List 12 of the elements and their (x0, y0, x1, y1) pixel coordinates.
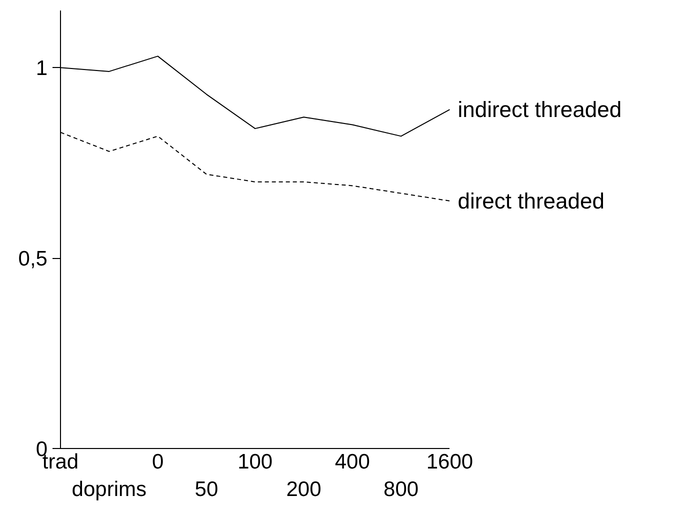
x-tick-label: 200 (286, 478, 322, 502)
x-tick-label: 1600 (426, 450, 474, 474)
series-label: indirect threaded (458, 97, 622, 122)
y-tick-label: 1 (36, 57, 48, 80)
x-tick-label: 0 (152, 450, 164, 474)
series-label: direct threaded (458, 188, 604, 214)
x-tick-label: 800 (384, 478, 419, 502)
x-tick-label: 100 (238, 450, 273, 474)
x-tick-label: doprims (72, 478, 147, 502)
x-tick-label: 50 (194, 478, 218, 502)
x-tick-label: 400 (334, 450, 370, 474)
y-tick-label: 0,5 (18, 248, 48, 271)
